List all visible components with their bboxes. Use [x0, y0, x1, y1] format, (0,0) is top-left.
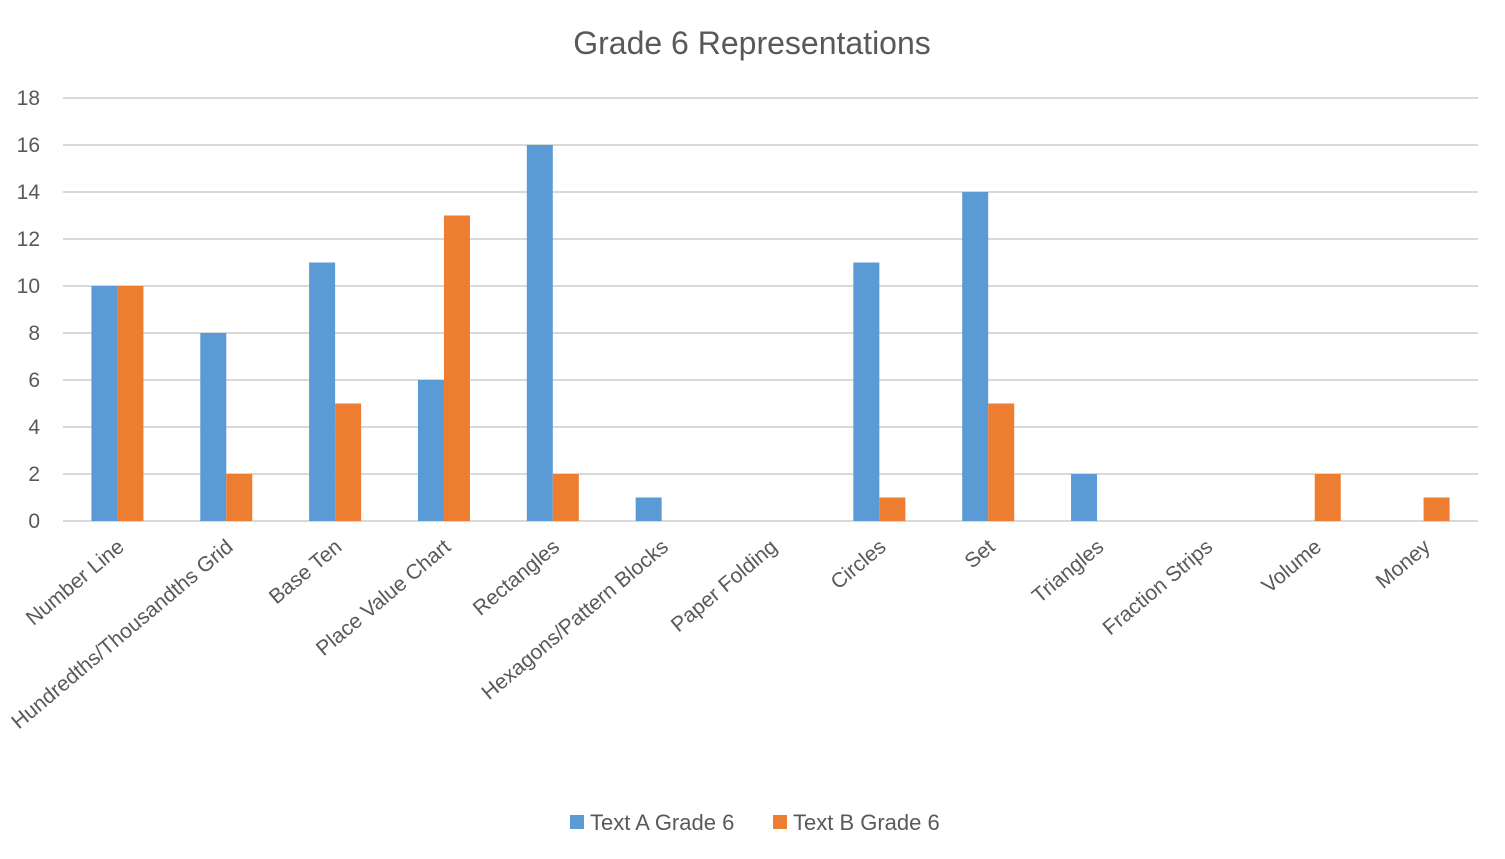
x-tick-label: Number Line: [22, 535, 129, 630]
x-tick-label: Circles: [827, 535, 891, 594]
y-tick-label: 6: [28, 369, 40, 392]
bar-text-a: [1071, 474, 1098, 521]
bar-text-a: [635, 497, 662, 521]
x-tick-label: Fraction Strips: [1099, 535, 1217, 640]
bars: [91, 145, 1450, 521]
bar-text-b: [226, 474, 253, 521]
y-tick-label: 4: [28, 416, 40, 439]
y-axis-ticks: 0 2 4 6 8 10 12 14 16 18: [17, 87, 41, 533]
x-tick-label: Rectangles: [469, 535, 564, 620]
x-tick-label: Set: [960, 535, 999, 573]
legend: Text A Grade 6 Text B Grade 6: [570, 810, 940, 835]
bar-text-b: [879, 497, 906, 521]
legend-label: Text A Grade 6: [590, 810, 734, 835]
bar-text-b: [117, 286, 144, 521]
x-tick-label: Hexagons/Pattern Blocks: [477, 535, 672, 704]
bar-text-a: [417, 380, 444, 521]
x-tick-label: Paper Folding: [667, 535, 782, 637]
y-tick-label: 18: [17, 87, 40, 110]
bar-text-a: [526, 145, 553, 521]
y-tick-label: 0: [28, 510, 40, 533]
x-tick-label: Triangles: [1028, 535, 1108, 608]
bar-text-a: [200, 333, 227, 521]
legend-swatch: [773, 815, 787, 829]
y-tick-label: 16: [17, 134, 40, 157]
gridlines: [63, 97, 1478, 522]
x-tick-label: Base Ten: [265, 535, 347, 609]
y-tick-label: 8: [28, 322, 40, 345]
chart-title: Grade 6 Representations: [573, 25, 931, 61]
x-tick-label: Hundredths/Thousandths Grid: [7, 535, 237, 733]
bar-text-b: [443, 215, 470, 521]
bar-text-a: [91, 286, 118, 521]
bar-text-b: [552, 474, 579, 521]
bar-text-a: [309, 262, 336, 521]
y-tick-label: 12: [17, 228, 40, 251]
bar-text-b: [1314, 474, 1341, 521]
x-tick-label: Volume: [1258, 535, 1326, 598]
bar-text-b: [988, 403, 1015, 521]
bar-text-a: [962, 192, 989, 521]
bar-text-b: [1423, 497, 1450, 521]
bar-text-a: [853, 262, 880, 521]
y-tick-label: 10: [17, 275, 40, 298]
y-tick-label: 2: [28, 463, 40, 486]
bar-text-b: [335, 403, 362, 521]
legend-swatch: [570, 815, 584, 829]
legend-label: Text B Grade 6: [793, 810, 940, 835]
y-tick-label: 14: [17, 181, 41, 204]
x-tick-label: Money: [1372, 535, 1435, 593]
